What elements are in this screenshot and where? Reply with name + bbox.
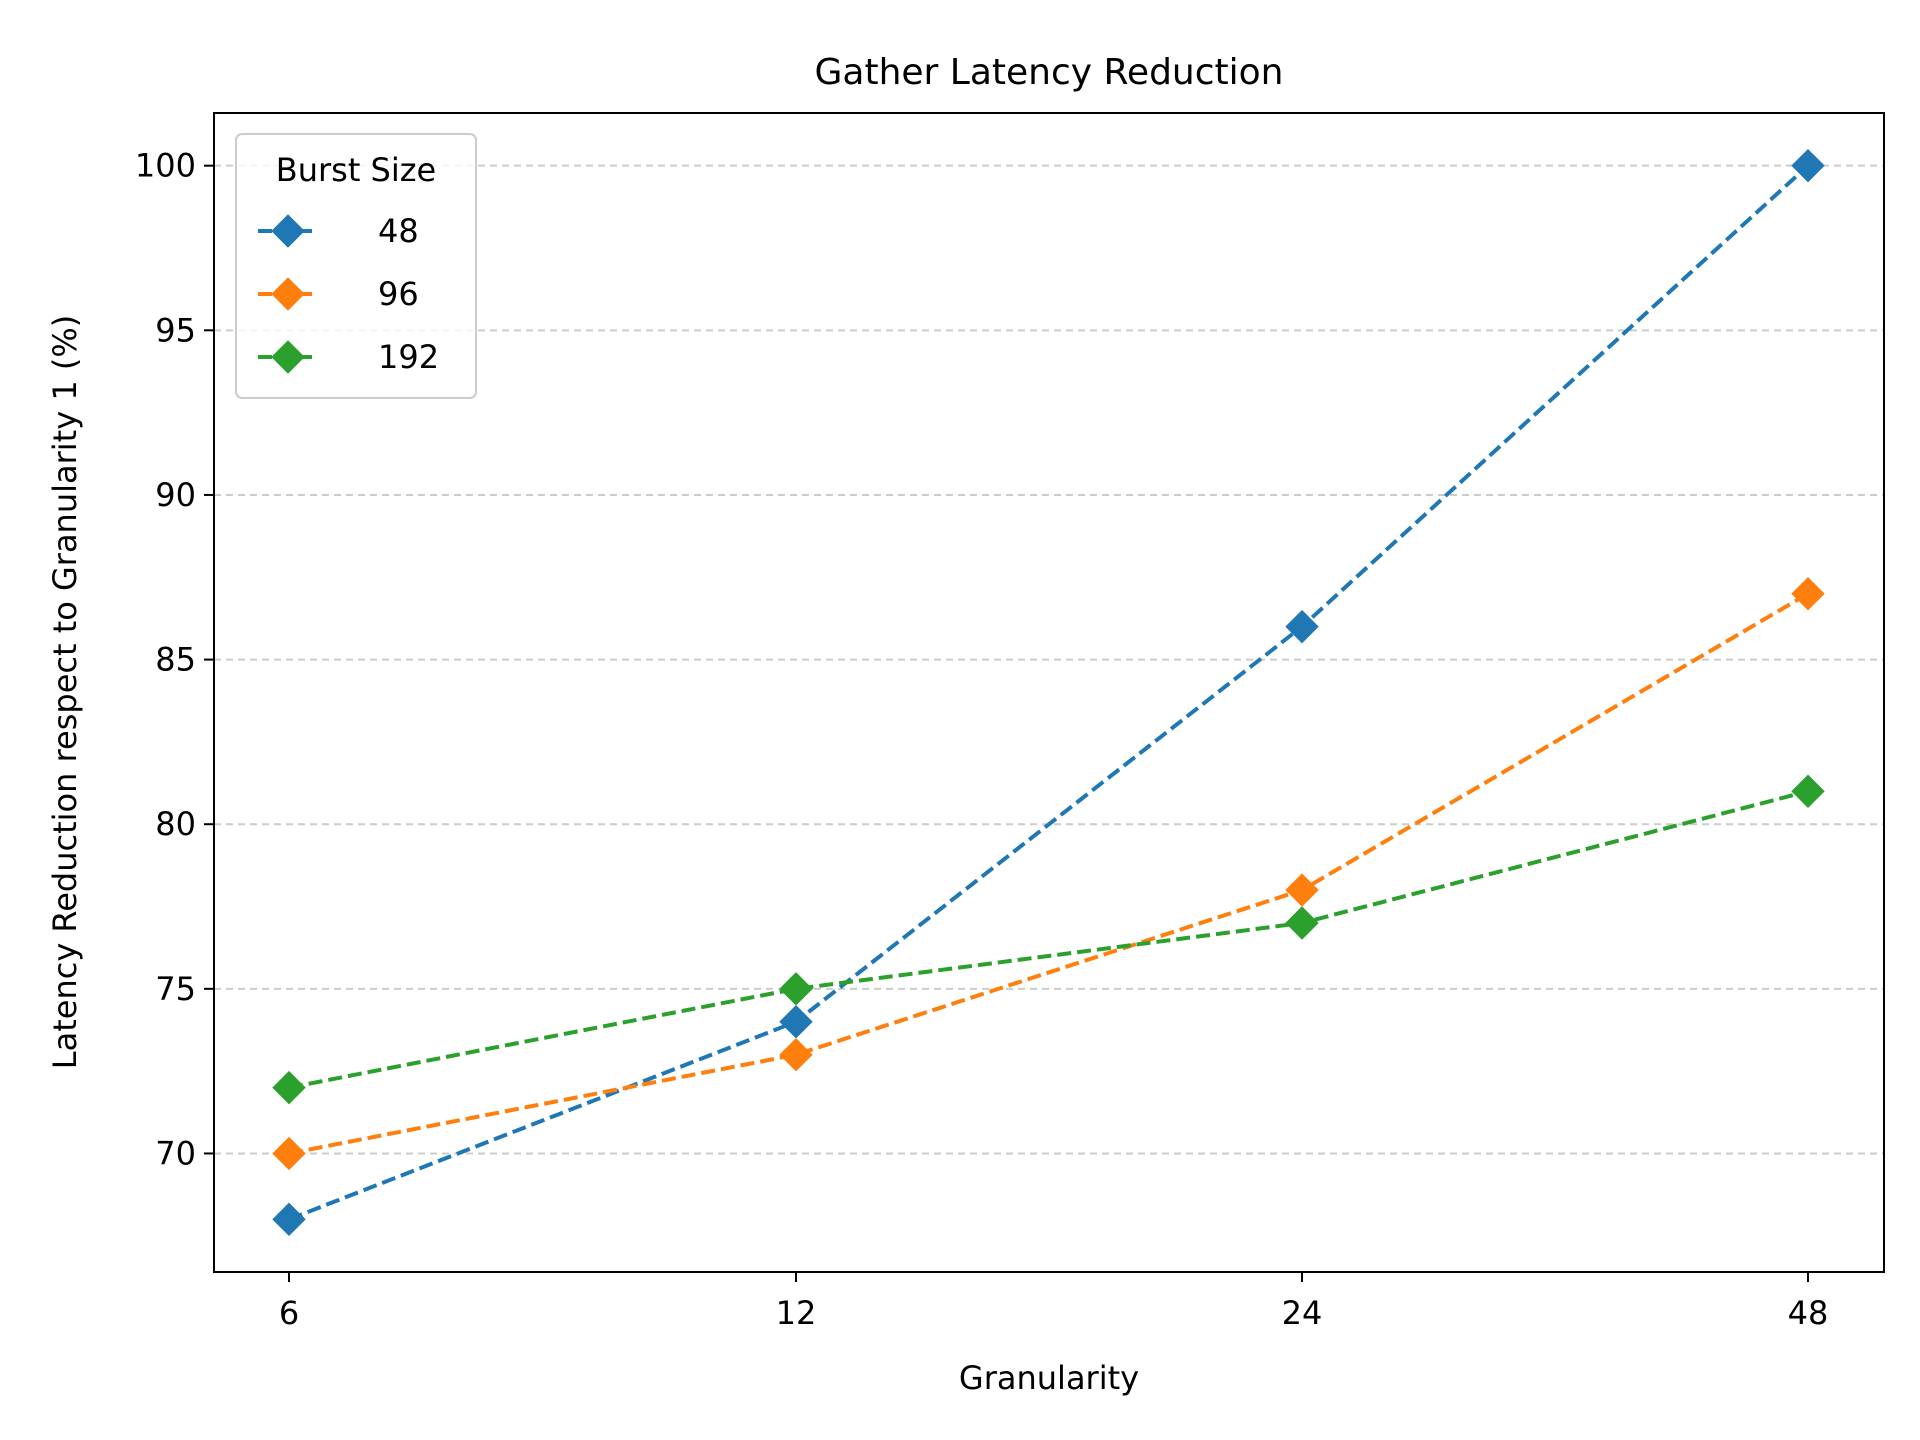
data-point-48	[779, 1005, 813, 1039]
x-tick-label: 12	[776, 1294, 817, 1332]
legend-entries: 48 96 192	[258, 212, 439, 376]
legend-marker-48	[271, 214, 305, 248]
series-markers	[272, 148, 1825, 1237]
x-tick-label: 48	[1788, 1294, 1829, 1332]
legend-label-192: 192	[378, 338, 439, 376]
x-axis-label: Granularity	[959, 1359, 1139, 1397]
data-point-96	[779, 1037, 813, 1072]
series-line-96	[288, 591, 1810, 1156]
data-point-192	[272, 1070, 306, 1105]
x-tick-label: 24	[1282, 1294, 1323, 1332]
series-line-48	[288, 164, 1810, 1222]
data-point-96	[1285, 873, 1319, 907]
data-point-96	[1791, 577, 1825, 611]
data-point-48	[1791, 148, 1825, 183]
y-tick-label: 100	[135, 147, 196, 185]
data-point-192	[1285, 906, 1319, 940]
grid-lines	[214, 164, 1884, 1155]
y-tick-label: 95	[155, 311, 196, 349]
data-point-48	[272, 1202, 306, 1237]
chart-title: Gather Latency Reduction	[815, 52, 1284, 93]
legend-label-96: 96	[378, 275, 419, 313]
plot-area-frame	[213, 112, 1885, 1273]
data-point-192	[779, 972, 813, 1006]
series-lines	[288, 164, 1810, 1222]
legend-marker-192	[271, 340, 305, 374]
data-point-96	[272, 1136, 306, 1171]
legend-label-48: 48	[378, 212, 419, 250]
y-tick-label: 75	[155, 970, 196, 1008]
legend-title: Burst Size	[276, 151, 436, 189]
series-line-192	[288, 789, 1809, 1090]
y-axis-label: Latency Reduction respect to Granularity…	[46, 315, 84, 1069]
legend-box	[235, 133, 477, 399]
x-tick-label: 6	[279, 1294, 299, 1332]
legend-marker-96	[271, 277, 305, 311]
x-axis-ticks: 6 12 24 48	[279, 1272, 1829, 1332]
y-tick-label: 80	[155, 805, 196, 843]
legend: Burst Size 48 96 192	[235, 133, 477, 399]
y-tick-label: 70	[155, 1134, 196, 1172]
data-point-48	[1285, 609, 1319, 644]
y-tick-label: 85	[155, 641, 196, 679]
data-point-192	[1791, 774, 1825, 808]
y-axis-ticks: 70 75 80 85 90 95 100	[135, 147, 214, 1172]
y-tick-label: 90	[155, 476, 196, 514]
